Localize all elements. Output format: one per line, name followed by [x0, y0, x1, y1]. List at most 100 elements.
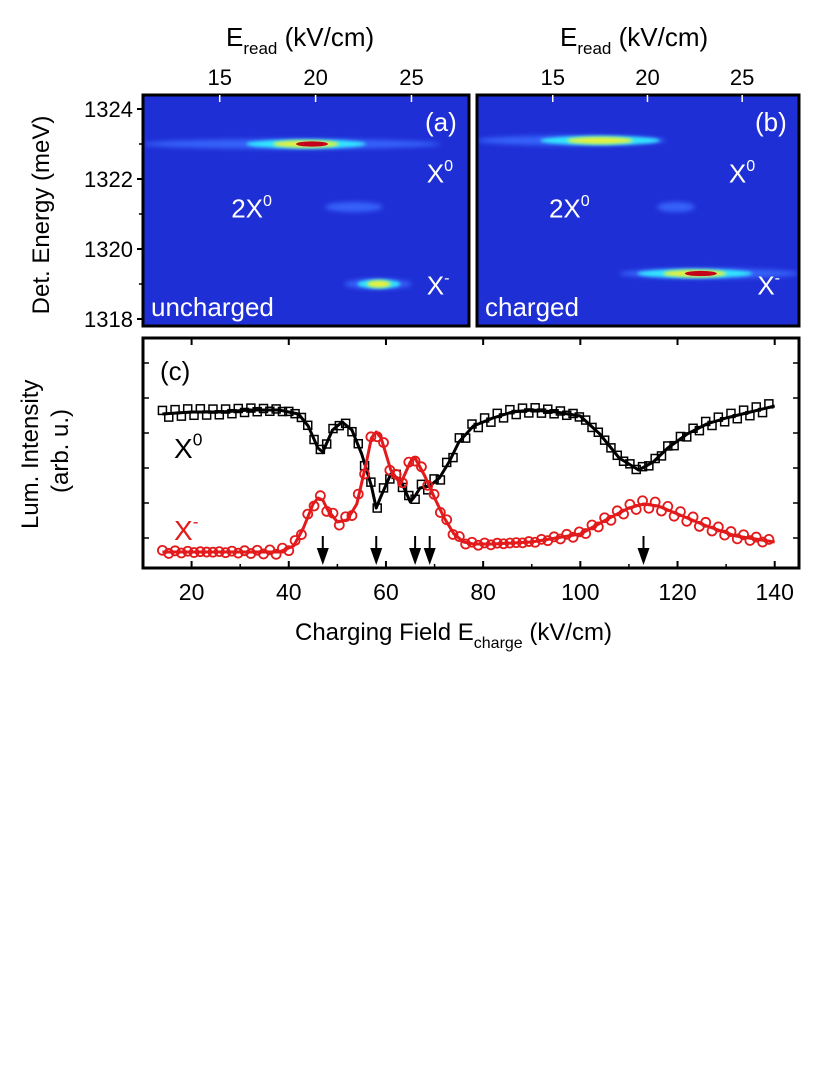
data-point: [372, 503, 382, 513]
data-point: [763, 533, 775, 545]
data-point: [226, 545, 238, 557]
top-axis-label-unit: (kV/cm): [277, 22, 374, 52]
data-point: [580, 415, 591, 425]
line-annotation-main: X: [757, 271, 774, 301]
data-point: [486, 417, 496, 427]
data-point: [517, 537, 528, 549]
data-point: [340, 418, 351, 429]
data-point: [631, 464, 641, 475]
data-point: [587, 422, 597, 433]
data-point: [529, 536, 541, 548]
y-tick-label: 1322: [84, 167, 133, 192]
x-tick-label: 40: [276, 579, 302, 605]
data-point: [213, 546, 225, 557]
data-point: [207, 546, 219, 558]
series-label-x--main: X: [174, 515, 193, 546]
data-point: [675, 506, 686, 518]
arrow-head: [370, 548, 383, 565]
heatmap-line-2x0: [325, 202, 383, 212]
data-point: [265, 406, 275, 417]
data-point: [365, 431, 377, 443]
line-annotation-sup: -: [775, 269, 780, 287]
data-point: [157, 544, 168, 556]
data-point: [239, 545, 250, 557]
data-point: [164, 412, 174, 422]
data-point: [378, 483, 389, 493]
data-point: [232, 547, 244, 559]
data-point: [561, 410, 572, 421]
data-point: [504, 537, 516, 549]
data-point: [605, 514, 617, 526]
arrow-marker: [409, 536, 422, 565]
data-point: [302, 508, 314, 520]
data-point: [505, 404, 515, 415]
data-point: [366, 477, 376, 487]
data-point: [745, 410, 755, 421]
line-annotation: X-: [757, 269, 780, 301]
data-point: [611, 505, 623, 517]
data-point: [208, 404, 218, 414]
data-point: [498, 413, 509, 423]
data-point: [738, 405, 749, 415]
data-point: [663, 441, 673, 451]
top-axis-label-a: Eread (kV/cm): [226, 22, 374, 58]
data-point: [517, 403, 528, 413]
data-point: [334, 420, 345, 431]
data-point: [662, 501, 674, 512]
series-label-x0-sup: 0: [193, 429, 203, 449]
panel-tag: (b): [755, 107, 787, 137]
data-point: [428, 488, 440, 500]
data-point: [340, 511, 352, 523]
line-annotation-sup: 0: [444, 157, 453, 175]
data-point: [353, 438, 364, 449]
data-point: [656, 451, 667, 461]
data-point: [201, 546, 213, 558]
data-point: [473, 422, 484, 433]
data-point: [195, 404, 206, 414]
data-point: [163, 548, 175, 559]
arrow-marker: [637, 536, 650, 565]
data-point: [687, 511, 699, 523]
data-point: [625, 459, 635, 469]
data-point: [649, 496, 661, 508]
top-axis-label-sub: read: [243, 39, 277, 58]
data-point: [347, 426, 357, 437]
data-point: [460, 538, 472, 550]
line-annotation: X0: [729, 157, 755, 189]
data-point: [448, 452, 458, 463]
x-tick-label: 140: [756, 579, 794, 605]
line-annotation: 2X0: [549, 192, 590, 224]
data-point: [618, 456, 629, 466]
series-label-x0: X0: [174, 429, 202, 464]
series-label-x0-main: X: [174, 433, 193, 464]
data-point: [764, 399, 774, 409]
data-point: [245, 548, 257, 559]
data-point: [738, 529, 750, 541]
data-point: [371, 431, 383, 443]
x-tick-label: 120: [658, 579, 696, 605]
heatmap-features: [477, 135, 799, 279]
data-point: [289, 535, 301, 546]
intensity-frame: [141, 336, 801, 570]
data-point: [606, 443, 616, 453]
left-axis-label-energy: Det. Energy (meV): [28, 116, 55, 315]
data-point: [327, 507, 339, 519]
data-point: [491, 537, 503, 549]
line-annotation-main: 2X: [231, 194, 263, 224]
data-point: [643, 502, 655, 514]
data-point: [757, 536, 768, 548]
data-point: [599, 512, 611, 524]
heatmap-line-x-: [619, 268, 799, 279]
x-tick-label: 80: [470, 579, 496, 605]
data-point: [719, 417, 730, 427]
bottom-axis-label-sub: charge: [474, 635, 523, 652]
top-tick-label: 20: [303, 65, 327, 90]
data-point: [454, 433, 465, 443]
series-x0: [157, 399, 776, 513]
heatmap-line-2x0-glow: [656, 202, 695, 212]
heatmap-line-x0: [477, 135, 667, 146]
heatmap-frame: [475, 93, 801, 328]
series-label-x-: X-: [174, 511, 199, 546]
